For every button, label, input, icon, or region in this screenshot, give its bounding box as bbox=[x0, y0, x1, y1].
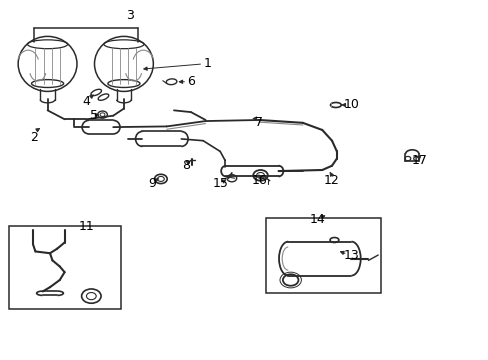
Text: 2: 2 bbox=[30, 131, 39, 144]
Text: 11: 11 bbox=[79, 220, 94, 233]
Text: 16: 16 bbox=[251, 174, 266, 186]
Text: 12: 12 bbox=[324, 174, 339, 186]
Text: 7: 7 bbox=[255, 116, 263, 129]
Text: 5: 5 bbox=[90, 109, 98, 122]
Text: 17: 17 bbox=[411, 154, 427, 167]
Text: 10: 10 bbox=[343, 99, 359, 112]
Text: 9: 9 bbox=[148, 177, 156, 190]
Text: 6: 6 bbox=[187, 75, 195, 88]
Text: 13: 13 bbox=[343, 248, 359, 261]
Text: 15: 15 bbox=[212, 177, 228, 190]
Text: 8: 8 bbox=[182, 159, 190, 172]
Text: 14: 14 bbox=[309, 213, 325, 226]
Text: 3: 3 bbox=[126, 9, 134, 22]
Bar bbox=[9, 226, 120, 309]
Text: 1: 1 bbox=[203, 57, 211, 71]
Text: 4: 4 bbox=[82, 95, 90, 108]
Bar bbox=[266, 217, 380, 293]
